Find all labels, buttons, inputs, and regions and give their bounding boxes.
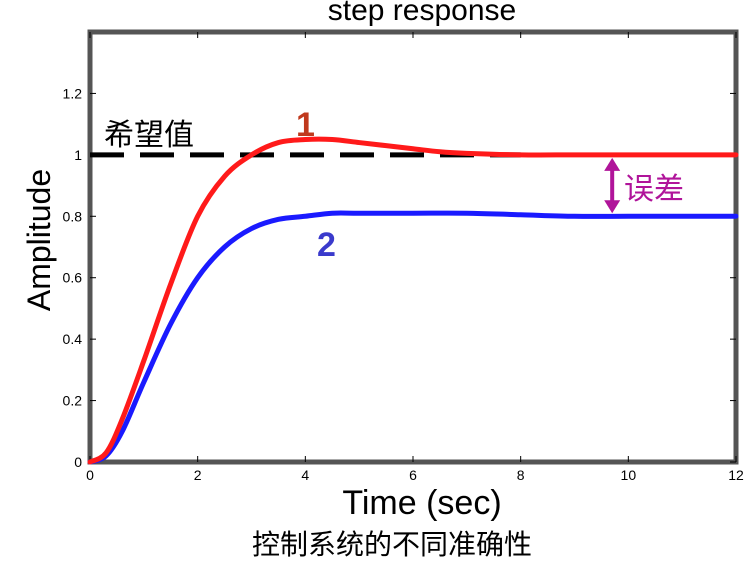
error-arrow xyxy=(604,157,621,214)
y-tick-label: 0 xyxy=(74,454,82,470)
x-tick-label: 12 xyxy=(728,467,744,483)
y-tick-label: 1.2 xyxy=(63,85,83,101)
series-2-line xyxy=(87,210,739,465)
x-tick-label: 2 xyxy=(194,467,202,483)
x-tick-label: 4 xyxy=(301,467,309,483)
x-tick-label: 0 xyxy=(86,467,94,483)
setpoint-label: 希望值 xyxy=(104,118,194,153)
y-tick-label: 0.8 xyxy=(63,208,83,224)
series-1-line xyxy=(87,136,739,465)
error-arrow-head-up xyxy=(604,157,621,171)
y-tick-label: 1 xyxy=(74,147,82,163)
chart-title: step response xyxy=(328,0,516,27)
y-axis-label: Amplitude xyxy=(21,169,57,311)
series-layer xyxy=(87,136,739,465)
y-tick-label: 0.4 xyxy=(63,331,83,347)
error-arrow-head-down xyxy=(604,200,621,214)
series-2-label: 2 xyxy=(317,226,336,264)
x-axis-label: Time (sec) xyxy=(342,484,501,522)
error-label: 误差 xyxy=(624,172,684,207)
figure-caption: 控制系统的不同准确性 xyxy=(252,528,532,561)
x-tick-label: 6 xyxy=(409,467,417,483)
series-1-label: 1 xyxy=(296,106,315,144)
y-tick-label: 0.2 xyxy=(63,393,83,409)
x-tick-label: 10 xyxy=(621,467,637,483)
y-tick-label: 0.6 xyxy=(63,270,83,286)
x-tick-label: 8 xyxy=(517,467,525,483)
